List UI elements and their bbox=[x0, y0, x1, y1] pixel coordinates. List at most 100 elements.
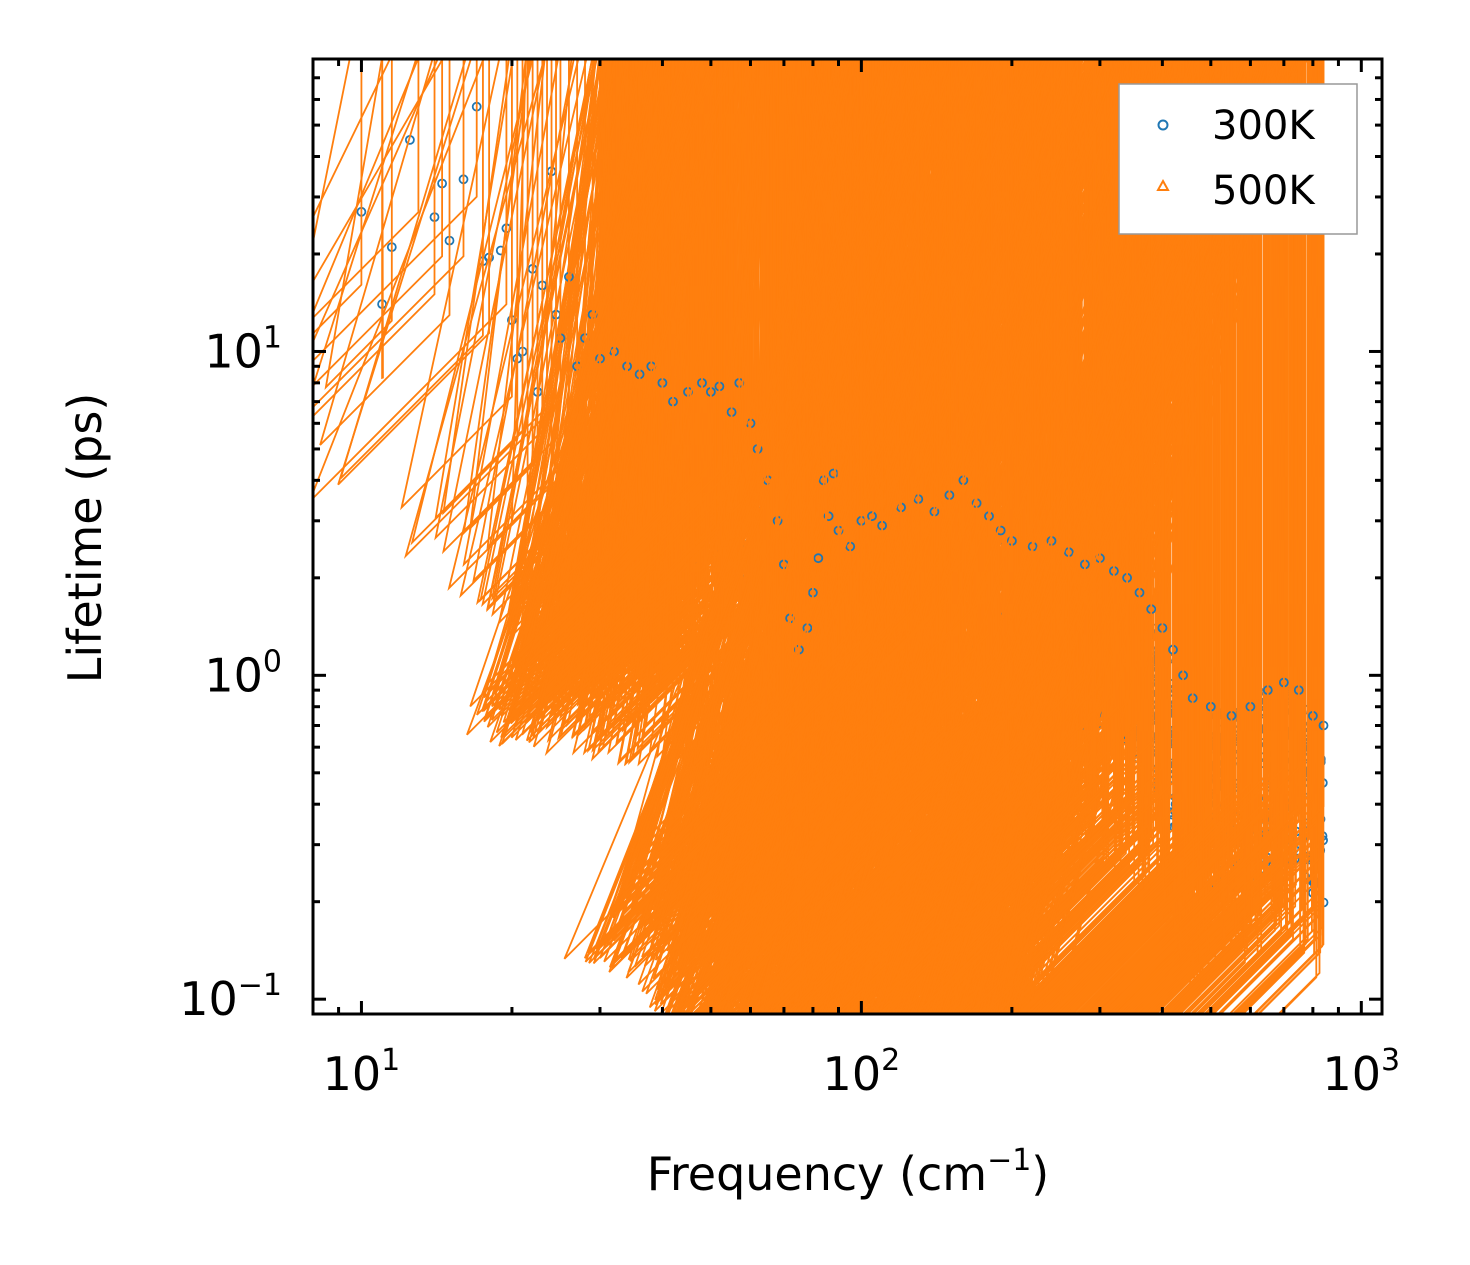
point-500k bbox=[486, 59, 615, 613]
point-cloud-500k bbox=[919, 59, 1151, 1014]
point-cloud-500k bbox=[856, 59, 1107, 1014]
point-500k bbox=[746, 59, 1129, 1014]
point-cloud-500k bbox=[664, 59, 993, 988]
point-500k bbox=[313, 59, 436, 418]
point-500k bbox=[498, 59, 752, 747]
legend-label-500k: 500K bbox=[1212, 168, 1316, 214]
point-500k bbox=[462, 59, 570, 568]
point-300k bbox=[995, 525, 1006, 536]
point-300k bbox=[867, 511, 877, 522]
point-cloud-500k bbox=[927, 59, 1144, 1014]
x-tick-label: 102 bbox=[823, 1043, 901, 1101]
point-500k bbox=[469, 59, 712, 708]
point-cloud-500k bbox=[746, 59, 765, 762]
point-500k bbox=[928, 59, 1325, 1014]
x-tick-label: 103 bbox=[1322, 1043, 1400, 1101]
point-cloud-500k bbox=[762, 59, 991, 989]
point-300k bbox=[828, 468, 839, 479]
point-500k bbox=[486, 59, 689, 685]
point-cloud-500k bbox=[672, 59, 957, 953]
point-500k bbox=[874, 59, 1269, 1014]
point-cloud-500k bbox=[526, 59, 717, 714]
legend: 300K 500K bbox=[1118, 83, 1358, 235]
point-cloud-500k bbox=[659, 59, 695, 691]
point-cloud-500k bbox=[987, 59, 1284, 1014]
point-500k bbox=[608, 59, 978, 973]
point-cloud-500k bbox=[879, 59, 1271, 1014]
point-500k bbox=[486, 59, 733, 728]
point-cloud-500k bbox=[903, 59, 1255, 1014]
point-cloud-500k bbox=[729, 59, 980, 978]
point-cloud-500k bbox=[873, 59, 1124, 1014]
point-500k bbox=[505, 59, 641, 638]
point-500k bbox=[872, 59, 1252, 1014]
legend-frame bbox=[1118, 83, 1358, 235]
point-500k bbox=[789, 59, 846, 842]
point-cloud-500k bbox=[822, 59, 860, 857]
point-500k bbox=[313, 59, 478, 362]
point-cloud-500k bbox=[589, 59, 678, 676]
point-500k bbox=[381, 59, 384, 380]
point-500k bbox=[793, 59, 1153, 1014]
point-500k bbox=[733, 59, 1115, 1014]
point-cloud-500k bbox=[885, 59, 1241, 1014]
point-500k bbox=[410, 59, 548, 546]
point-500k bbox=[616, 59, 769, 767]
point-500k bbox=[476, 59, 721, 716]
point-500k bbox=[319, 59, 451, 446]
point-cloud-500k bbox=[692, 59, 775, 772]
point-500k bbox=[856, 59, 1185, 1014]
point-cloud-500k bbox=[801, 59, 866, 863]
point-cloud-500k bbox=[617, 59, 699, 696]
point-cloud-500k bbox=[912, 59, 1227, 1014]
point-500k bbox=[648, 59, 1013, 1009]
x-tick-label: 101 bbox=[323, 1043, 401, 1101]
point-cloud-500k bbox=[541, 59, 651, 648]
point-500k bbox=[337, 59, 491, 486]
point-500k bbox=[746, 59, 828, 825]
point-cloud-500k bbox=[803, 59, 949, 945]
point-cloud-500k bbox=[973, 59, 1176, 1014]
x-axis-title: Frequency (cm−1) bbox=[647, 1143, 1050, 1201]
plot-frame bbox=[311, 57, 1384, 1016]
point-cloud-500k bbox=[970, 59, 1230, 1014]
point-500k bbox=[871, 59, 1233, 1014]
point-500k bbox=[313, 59, 508, 500]
point-500k bbox=[400, 59, 513, 511]
point-500k bbox=[472, 59, 586, 584]
point-cloud-500k bbox=[898, 59, 1274, 1014]
point-cloud-500k bbox=[951, 59, 1185, 1014]
point-cloud-500k bbox=[1035, 59, 1324, 1014]
point-500k bbox=[820, 59, 1164, 1014]
point-cloud-500k bbox=[879, 59, 1165, 1014]
point-cloud-500k bbox=[985, 59, 1181, 1014]
point-500k bbox=[466, 59, 741, 736]
y-tick-label: 10−1 bbox=[179, 968, 282, 1026]
point-500k bbox=[885, 59, 1300, 1014]
point-500k bbox=[648, 59, 852, 849]
point-500k bbox=[680, 59, 1070, 1014]
point-cloud-500k bbox=[942, 59, 1298, 1014]
legend-marker-300k bbox=[1157, 119, 1169, 131]
point-cloud-500k bbox=[681, 59, 773, 770]
point-cloud-500k bbox=[525, 59, 610, 607]
point-cloud-500k bbox=[1009, 59, 1321, 1014]
legend-label-300k: 300K bbox=[1212, 103, 1316, 149]
point-500k bbox=[313, 59, 465, 409]
point-500k bbox=[403, 59, 562, 559]
y-axis-title: Lifetime (ps) bbox=[58, 393, 112, 684]
point-cloud-500k bbox=[1007, 59, 1283, 1014]
point-500k bbox=[313, 59, 444, 387]
axis-ticks bbox=[311, 57, 1382, 1016]
point-500k bbox=[868, 59, 1212, 1014]
point-500k bbox=[617, 59, 936, 931]
point-300k bbox=[813, 553, 824, 564]
point-cloud-500k bbox=[920, 59, 1200, 1014]
point-500k bbox=[705, 59, 779, 776]
point-500k bbox=[313, 59, 363, 335]
point-500k bbox=[667, 59, 1053, 1014]
point-500k bbox=[626, 59, 863, 860]
y-tick-label: 101 bbox=[204, 320, 282, 378]
point-500k bbox=[877, 59, 1285, 1014]
point-cloud-500k bbox=[860, 59, 1109, 1014]
